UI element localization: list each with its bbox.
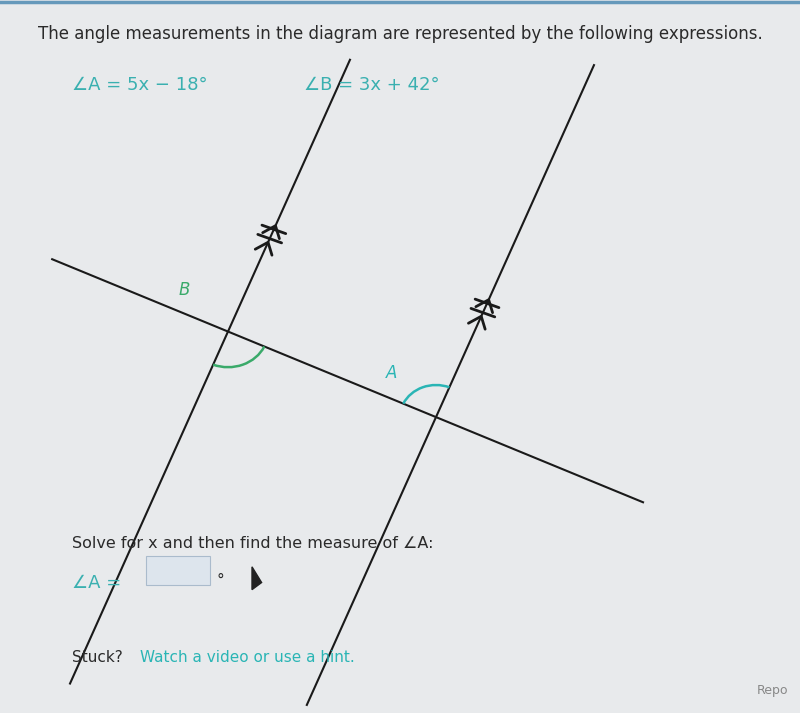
Text: Solve for x and then find the measure of ∠A:: Solve for x and then find the measure of… — [72, 536, 434, 551]
Text: ∠B = 3x + 42°: ∠B = 3x + 42° — [304, 76, 440, 94]
Text: B: B — [178, 281, 190, 299]
Text: °: ° — [216, 573, 224, 588]
Text: A: A — [386, 364, 398, 382]
Text: Watch a video or use a hint.: Watch a video or use a hint. — [140, 650, 354, 665]
Text: ∠A = 5x − 18°: ∠A = 5x − 18° — [72, 76, 208, 94]
FancyBboxPatch shape — [146, 556, 210, 585]
Text: ∠A =: ∠A = — [72, 574, 122, 592]
Text: Repo: Repo — [757, 684, 788, 697]
Text: The angle measurements in the diagram are represented by the following expressio: The angle measurements in the diagram ar… — [38, 25, 762, 43]
Text: Stuck?: Stuck? — [72, 650, 133, 665]
Polygon shape — [252, 567, 262, 590]
